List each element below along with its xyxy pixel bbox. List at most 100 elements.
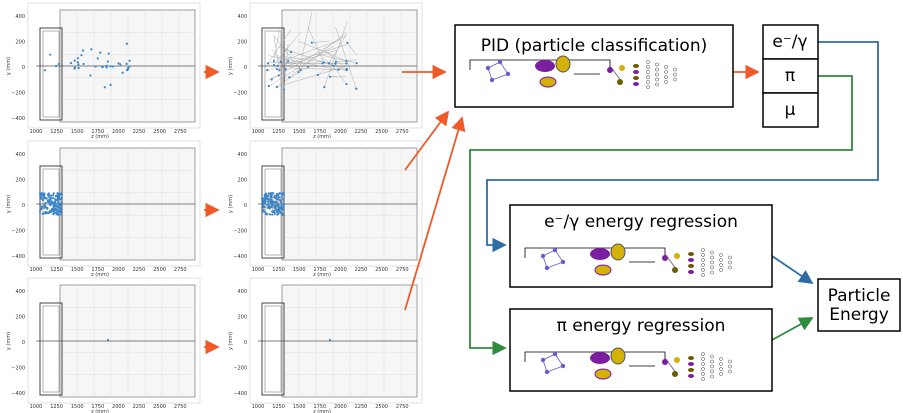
hit bbox=[94, 65, 97, 68]
hit bbox=[266, 195, 270, 198]
hit bbox=[125, 42, 128, 45]
graph-edge bbox=[277, 48, 286, 66]
hit bbox=[270, 198, 273, 201]
hit bbox=[272, 63, 276, 67]
hit bbox=[274, 207, 277, 210]
pipeline-icon bbox=[469, 55, 677, 89]
z-tick-label: 1250 bbox=[50, 267, 63, 273]
icon-node bbox=[607, 67, 613, 73]
hit bbox=[77, 66, 80, 70]
hit bbox=[40, 207, 43, 211]
hit bbox=[273, 200, 277, 204]
graph-edge bbox=[283, 44, 289, 90]
hit bbox=[284, 68, 287, 71]
nn-node bbox=[701, 357, 705, 361]
nn-node bbox=[728, 255, 732, 260]
graph-edge bbox=[324, 21, 348, 88]
hit bbox=[328, 338, 332, 342]
graph-edge bbox=[273, 31, 301, 66]
graph-edge bbox=[267, 29, 292, 64]
hit bbox=[272, 59, 275, 63]
class-label: μ bbox=[785, 100, 796, 120]
hit bbox=[277, 206, 281, 209]
hit bbox=[56, 202, 60, 205]
hit bbox=[288, 76, 291, 79]
y-tick-label: 0 bbox=[244, 340, 247, 346]
icon-node bbox=[672, 371, 678, 377]
green-arrows bbox=[469, 75, 853, 356]
nn-node bbox=[710, 374, 714, 379]
z-axis-label: z (mm) bbox=[91, 409, 109, 413]
icon-cluster bbox=[555, 55, 571, 73]
icon-cluster bbox=[610, 243, 626, 261]
nn-node bbox=[728, 364, 732, 369]
hit bbox=[43, 204, 46, 207]
z-tick-label: 1750 bbox=[313, 267, 326, 273]
hit bbox=[109, 65, 112, 68]
detector bbox=[264, 305, 282, 393]
z-tick-label: 1250 bbox=[272, 129, 285, 135]
hit bbox=[117, 62, 120, 65]
nn-node bbox=[646, 70, 650, 74]
hit bbox=[54, 208, 57, 212]
hit bbox=[282, 203, 286, 207]
nn-node bbox=[701, 362, 705, 366]
z-tick-label: 2750 bbox=[174, 404, 187, 410]
graph-edge bbox=[276, 65, 347, 88]
graph-edge bbox=[280, 44, 292, 53]
nn-node bbox=[710, 359, 714, 364]
z-tick-label: 1250 bbox=[272, 267, 285, 273]
hit bbox=[261, 204, 264, 207]
hit bbox=[273, 205, 276, 209]
hit bbox=[267, 192, 270, 195]
nn-node bbox=[701, 248, 705, 252]
hit bbox=[279, 60, 282, 63]
z-tick-label: 1000 bbox=[30, 267, 43, 273]
hit bbox=[59, 211, 62, 214]
icon-cluster bbox=[590, 352, 610, 364]
graph-edge bbox=[311, 40, 329, 43]
hit bbox=[307, 65, 310, 69]
icon-node bbox=[560, 259, 566, 265]
hit bbox=[42, 199, 45, 202]
z-axis-label: z (mm) bbox=[313, 134, 331, 140]
hit bbox=[49, 197, 53, 200]
hit bbox=[276, 201, 279, 204]
y-axis-label: y (mm) bbox=[6, 332, 12, 350]
z-tick-label: 2000 bbox=[334, 404, 347, 410]
pid-box bbox=[454, 24, 734, 108]
hit bbox=[57, 209, 61, 212]
graph-edge bbox=[298, 12, 313, 73]
y-tick-label: −200 bbox=[11, 229, 25, 235]
y-tick-label: 400 bbox=[15, 289, 25, 295]
graph-edge bbox=[271, 49, 286, 70]
icon-feature bbox=[688, 362, 694, 366]
hit bbox=[262, 201, 265, 204]
nn-node bbox=[701, 377, 705, 381]
hit bbox=[109, 83, 112, 86]
hit bbox=[46, 199, 49, 202]
hit bbox=[264, 213, 268, 216]
z-tick-label: 1000 bbox=[252, 129, 265, 135]
nn-node bbox=[710, 354, 714, 359]
orange-arrows bbox=[204, 64, 760, 355]
z-tick-label: 2250 bbox=[133, 129, 146, 135]
nn-node bbox=[710, 255, 714, 260]
nn-node bbox=[664, 65, 668, 69]
hit bbox=[337, 68, 340, 71]
nn-node bbox=[646, 65, 650, 69]
hit bbox=[59, 204, 62, 207]
nn-node bbox=[719, 263, 723, 267]
regression-box bbox=[509, 204, 773, 288]
nn-node bbox=[701, 253, 705, 257]
icon-node bbox=[552, 351, 558, 357]
graph-edge bbox=[317, 53, 357, 64]
icon-edge bbox=[542, 353, 556, 361]
graph-edge bbox=[289, 67, 347, 71]
hit bbox=[287, 60, 290, 63]
hit bbox=[49, 53, 52, 56]
hit bbox=[261, 198, 264, 201]
nn-node bbox=[701, 273, 705, 277]
